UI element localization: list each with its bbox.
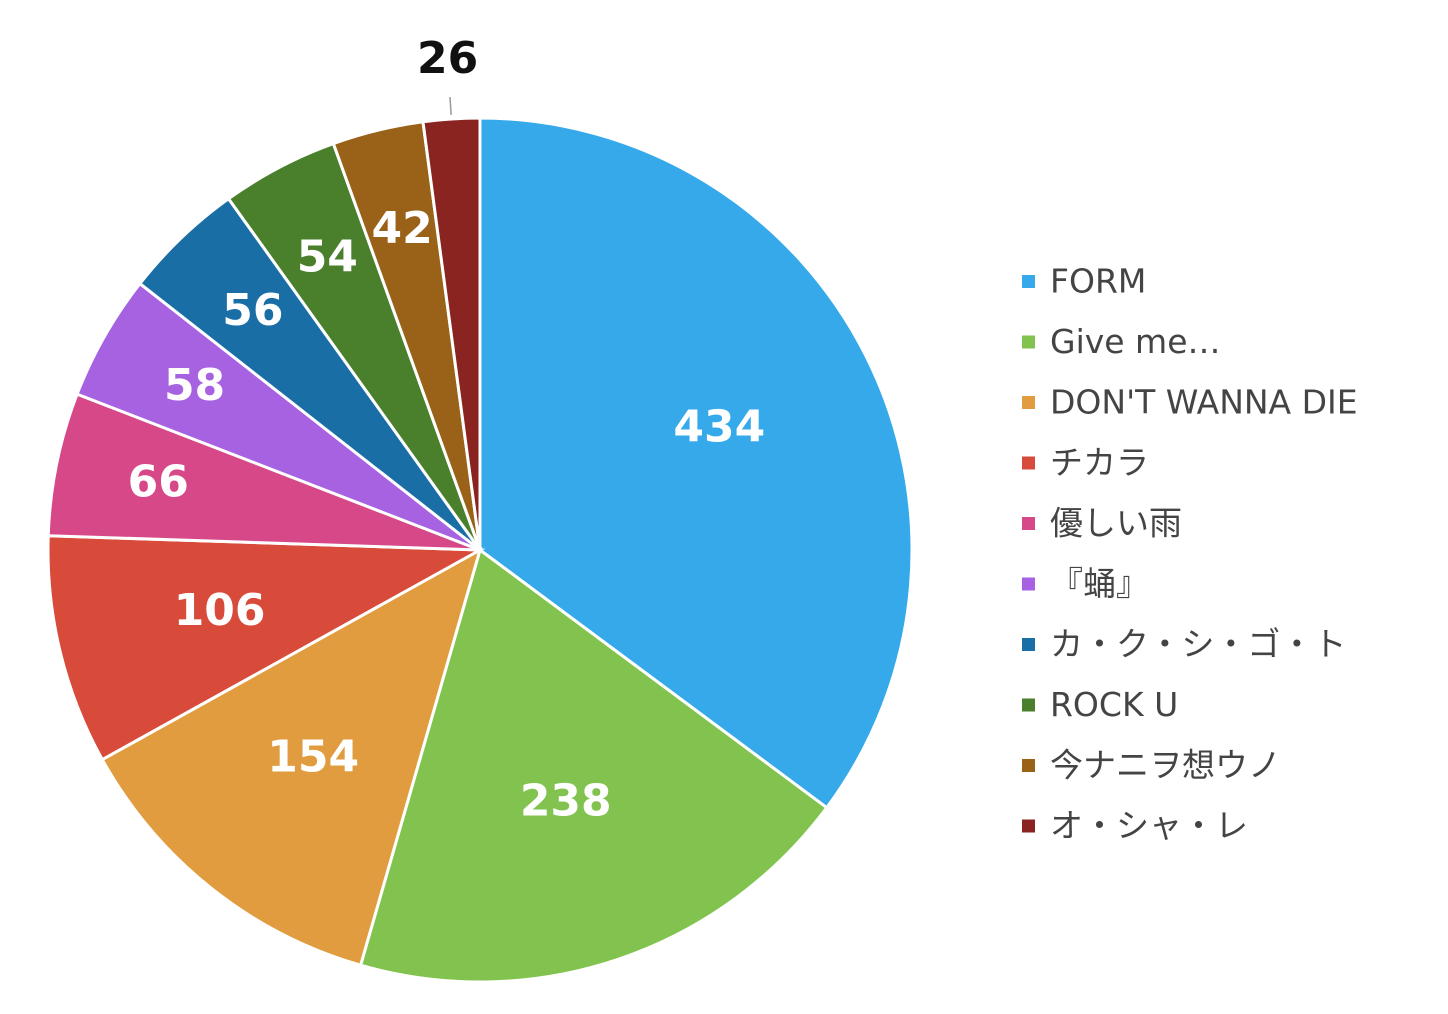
value-label: 238 xyxy=(520,776,612,827)
legend-label: 優しい雨 xyxy=(1050,504,1182,543)
legend-swatch xyxy=(1022,396,1035,409)
value-label: 42 xyxy=(372,203,433,254)
legend-swatch xyxy=(1022,638,1035,651)
legend-swatch xyxy=(1022,698,1035,712)
legend-label: 『蛹』 xyxy=(1050,564,1149,603)
legend-swatch xyxy=(1022,456,1035,470)
pie-slice xyxy=(478,116,914,810)
legend-label: 今ナニヲ想ウノ xyxy=(1050,746,1281,785)
value-label: 106 xyxy=(174,585,266,636)
legend-swatch xyxy=(1022,819,1035,833)
legend-label: チカラ xyxy=(1050,443,1149,482)
legend-label: ROCK U xyxy=(1050,685,1178,724)
legend-swatch xyxy=(1022,335,1035,349)
legend-swatch xyxy=(1022,759,1035,772)
value-label: 26 xyxy=(417,33,478,84)
pie-slice xyxy=(421,116,482,551)
value-label: 58 xyxy=(164,360,225,411)
pie-slice xyxy=(100,546,483,968)
legend-label: オ・シャ・レ xyxy=(1050,806,1248,845)
legend-swatch xyxy=(1022,275,1035,288)
legend-label: カ・ク・シ・ゴ・ト xyxy=(1050,625,1346,664)
legend-swatch xyxy=(1022,517,1035,530)
pie-slice xyxy=(46,392,481,552)
value-label: 56 xyxy=(222,285,283,336)
legend-label: FORM xyxy=(1050,262,1146,301)
legend-label: Give me… xyxy=(1050,322,1221,361)
value-label: 66 xyxy=(128,456,189,507)
value-label: 154 xyxy=(267,732,359,783)
legend-swatch xyxy=(1022,577,1035,591)
value-label: 54 xyxy=(297,231,358,282)
value-label: 434 xyxy=(673,402,765,453)
pie-slice xyxy=(46,534,486,762)
legend-label: DON'T WANNA DIE xyxy=(1050,383,1358,422)
pie-slice xyxy=(358,547,829,984)
leader-line xyxy=(449,96,452,116)
